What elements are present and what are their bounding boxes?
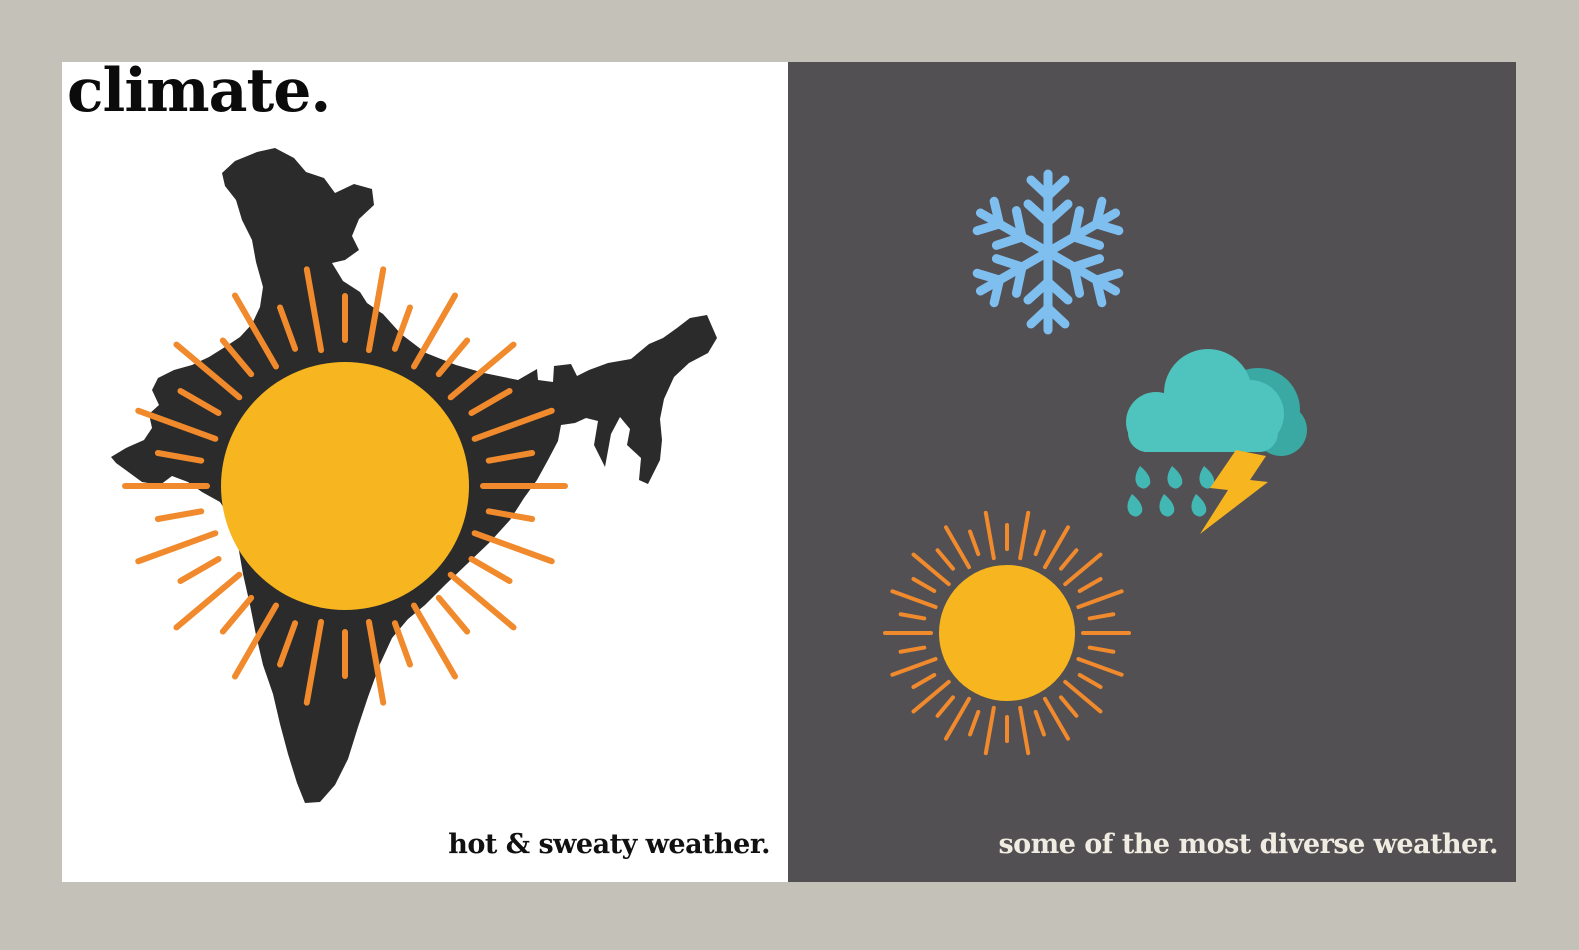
sun-ray xyxy=(177,556,222,584)
lightning-bolt-icon xyxy=(1200,450,1268,534)
sun-ray xyxy=(485,450,536,464)
sun-ray xyxy=(1077,673,1103,689)
sun-ray xyxy=(911,552,951,587)
sun-ray xyxy=(1076,589,1124,610)
rain-cloud-icon xyxy=(1126,349,1307,456)
sun-ray xyxy=(365,266,387,354)
sun-ray xyxy=(890,589,938,610)
sun-ray xyxy=(232,602,279,680)
sun-ray xyxy=(983,705,996,756)
left-panel: climate. hot & sweaty weather. xyxy=(62,62,788,882)
sun-ray xyxy=(968,529,981,557)
sun-disc xyxy=(939,565,1075,701)
sun-ray xyxy=(935,548,956,571)
rain-drops xyxy=(1127,466,1215,517)
right-panel-illustration xyxy=(883,169,1307,756)
sun-ray xyxy=(447,571,517,631)
right-panel: some of the most diverse weather. xyxy=(788,62,1516,882)
sun-ray xyxy=(447,341,517,401)
sun-ray xyxy=(1018,510,1031,561)
sun-icon xyxy=(122,266,568,706)
right-caption: some of the most diverse weather. xyxy=(998,829,1498,860)
sun-ray xyxy=(944,696,971,741)
sun-ray xyxy=(1063,552,1103,587)
sun-ray xyxy=(135,407,219,442)
sun-ray xyxy=(1058,695,1079,718)
snowflake-icon xyxy=(970,169,1125,330)
sun-ray xyxy=(391,304,413,352)
sun-icon xyxy=(883,510,1131,756)
sun-ray xyxy=(219,337,255,378)
left-caption: hot & sweaty weather. xyxy=(448,829,770,860)
sun-ray xyxy=(890,656,938,677)
sun-ray xyxy=(1087,645,1116,654)
sun-ray xyxy=(1043,525,1070,570)
sun-ray xyxy=(944,525,971,570)
sun-ray xyxy=(435,337,471,378)
sun-ray xyxy=(154,450,205,464)
sun-ray xyxy=(435,594,471,635)
sun-ray xyxy=(365,618,387,706)
sun-ray xyxy=(173,571,243,631)
sun-ray xyxy=(485,508,536,522)
sun-ray xyxy=(1033,709,1046,737)
sun-ray xyxy=(177,388,222,416)
sun-ray xyxy=(154,508,205,522)
sun-ray xyxy=(219,594,255,635)
sun-ray xyxy=(1076,656,1124,677)
sun-ray xyxy=(232,292,279,370)
sun-ray xyxy=(1043,696,1070,741)
sun-ray xyxy=(968,709,981,737)
sun-ray xyxy=(277,620,299,668)
sun-ray xyxy=(391,620,413,668)
sun-ray xyxy=(277,304,299,352)
sun-disc xyxy=(221,362,469,610)
sun-ray xyxy=(303,266,325,354)
sun-ray xyxy=(468,388,513,416)
sun-ray xyxy=(1087,612,1116,621)
sun-ray xyxy=(1058,548,1079,571)
sun-ray xyxy=(911,679,951,714)
sun-ray xyxy=(411,292,458,370)
sun-ray xyxy=(1077,577,1103,593)
sun-ray xyxy=(898,645,927,654)
sun-ray xyxy=(471,530,555,565)
sun-ray xyxy=(911,577,937,593)
sun-ray xyxy=(411,602,458,680)
sun-ray xyxy=(135,530,219,565)
sun-ray xyxy=(935,695,956,718)
sun-ray xyxy=(1063,679,1103,714)
sun-ray xyxy=(911,673,937,689)
sun-ray xyxy=(303,618,325,706)
page-title: climate. xyxy=(67,62,331,126)
sun-ray xyxy=(1033,529,1046,557)
left-panel-illustration xyxy=(111,148,717,803)
sun-ray xyxy=(983,510,996,561)
sun-ray xyxy=(173,341,243,401)
sun-ray xyxy=(898,612,927,621)
sun-ray xyxy=(471,407,555,442)
sun-ray xyxy=(468,556,513,584)
sun-ray xyxy=(1018,705,1031,756)
